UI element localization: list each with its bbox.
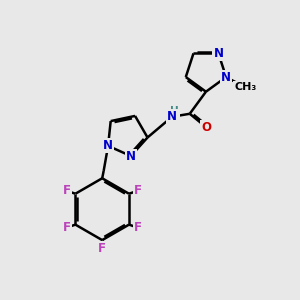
Text: F: F	[134, 221, 142, 234]
Text: F: F	[63, 221, 70, 234]
Text: N: N	[167, 110, 177, 123]
Text: F: F	[98, 242, 106, 255]
Text: N: N	[126, 149, 136, 163]
Text: F: F	[134, 184, 142, 197]
Text: N: N	[221, 70, 231, 84]
Text: N: N	[213, 47, 224, 60]
Text: H: H	[170, 106, 179, 116]
Text: N: N	[103, 140, 113, 152]
Text: O: O	[201, 121, 211, 134]
Text: CH₃: CH₃	[234, 82, 256, 92]
Text: F: F	[63, 184, 70, 197]
